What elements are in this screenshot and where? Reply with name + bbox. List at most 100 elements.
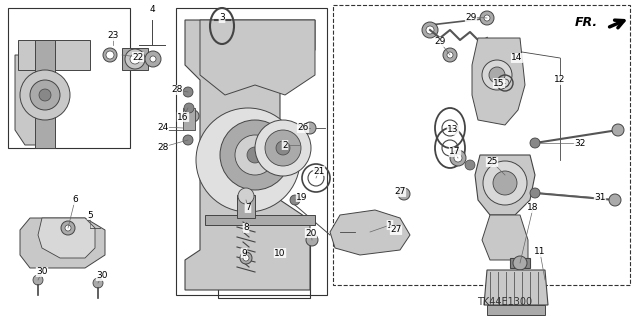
Text: 16: 16 <box>177 113 189 122</box>
Text: 32: 32 <box>574 138 586 147</box>
Circle shape <box>530 188 540 198</box>
Circle shape <box>394 226 406 238</box>
Text: 28: 28 <box>157 143 169 152</box>
Text: 6: 6 <box>72 196 78 204</box>
Polygon shape <box>475 155 535 215</box>
Circle shape <box>30 80 60 110</box>
Text: 22: 22 <box>132 53 143 62</box>
Circle shape <box>196 108 300 212</box>
Circle shape <box>125 49 145 69</box>
Circle shape <box>465 160 475 170</box>
Circle shape <box>145 51 161 67</box>
Polygon shape <box>205 215 315 225</box>
Circle shape <box>247 147 263 163</box>
Circle shape <box>240 252 252 264</box>
Circle shape <box>103 48 117 62</box>
Circle shape <box>150 56 156 62</box>
Circle shape <box>422 22 438 38</box>
Bar <box>333 5 630 285</box>
Text: 11: 11 <box>534 248 546 256</box>
Text: 24: 24 <box>157 122 168 131</box>
Text: 29: 29 <box>465 12 477 21</box>
Polygon shape <box>35 40 55 148</box>
Circle shape <box>20 70 70 120</box>
Circle shape <box>454 154 462 162</box>
Text: 19: 19 <box>296 192 308 202</box>
Text: 3: 3 <box>219 13 225 23</box>
Circle shape <box>612 124 624 136</box>
Circle shape <box>61 221 75 235</box>
Text: 27: 27 <box>390 226 402 234</box>
Circle shape <box>183 135 193 145</box>
Circle shape <box>306 234 318 246</box>
Text: 30: 30 <box>36 268 48 277</box>
Circle shape <box>130 54 140 64</box>
Polygon shape <box>183 108 195 130</box>
Circle shape <box>483 161 527 205</box>
Text: TK44E1300: TK44E1300 <box>477 297 532 307</box>
Circle shape <box>106 51 114 59</box>
Text: 17: 17 <box>449 147 461 157</box>
Text: 10: 10 <box>275 249 285 257</box>
Circle shape <box>187 110 199 122</box>
Text: 18: 18 <box>527 204 539 212</box>
Circle shape <box>33 275 43 285</box>
Polygon shape <box>484 270 548 305</box>
Circle shape <box>183 87 193 97</box>
Circle shape <box>93 278 103 288</box>
Circle shape <box>447 52 453 58</box>
Polygon shape <box>472 38 525 125</box>
Polygon shape <box>330 210 410 255</box>
Text: 5: 5 <box>87 211 93 219</box>
Circle shape <box>39 89 51 101</box>
Text: 14: 14 <box>511 54 523 63</box>
Polygon shape <box>237 195 255 218</box>
Text: 23: 23 <box>108 32 118 41</box>
Circle shape <box>184 103 194 113</box>
Polygon shape <box>487 305 545 315</box>
Circle shape <box>276 141 290 155</box>
Circle shape <box>65 225 71 231</box>
Text: 9: 9 <box>241 249 247 257</box>
Circle shape <box>265 130 301 166</box>
Polygon shape <box>38 218 95 258</box>
Circle shape <box>443 48 457 62</box>
Text: 25: 25 <box>486 158 498 167</box>
Circle shape <box>480 11 494 25</box>
Polygon shape <box>185 20 315 290</box>
Text: 29: 29 <box>435 38 445 47</box>
Circle shape <box>235 135 275 175</box>
Polygon shape <box>510 258 530 268</box>
Circle shape <box>220 120 290 190</box>
Text: 31: 31 <box>595 194 605 203</box>
Text: 2: 2 <box>282 140 288 150</box>
Circle shape <box>482 60 512 90</box>
Polygon shape <box>15 55 55 145</box>
Text: 26: 26 <box>298 123 308 132</box>
Polygon shape <box>18 40 90 70</box>
Polygon shape <box>200 20 315 95</box>
Circle shape <box>398 188 410 200</box>
Bar <box>176 8 327 295</box>
Circle shape <box>484 15 490 21</box>
Bar <box>8 8 130 148</box>
Text: 20: 20 <box>305 228 317 238</box>
Polygon shape <box>482 215 528 260</box>
Text: 21: 21 <box>314 167 324 175</box>
Circle shape <box>304 122 316 134</box>
Text: 13: 13 <box>447 125 459 135</box>
Circle shape <box>609 194 621 206</box>
Circle shape <box>238 188 254 204</box>
Circle shape <box>530 138 540 148</box>
Text: FR.: FR. <box>575 16 598 28</box>
Circle shape <box>513 256 527 270</box>
Text: 27: 27 <box>394 188 406 197</box>
Text: 15: 15 <box>493 78 505 87</box>
Text: 12: 12 <box>554 76 566 85</box>
Circle shape <box>426 26 434 34</box>
Circle shape <box>493 171 517 195</box>
Circle shape <box>255 120 311 176</box>
Text: 4: 4 <box>149 5 155 14</box>
Circle shape <box>290 195 300 205</box>
Text: 28: 28 <box>172 85 182 94</box>
